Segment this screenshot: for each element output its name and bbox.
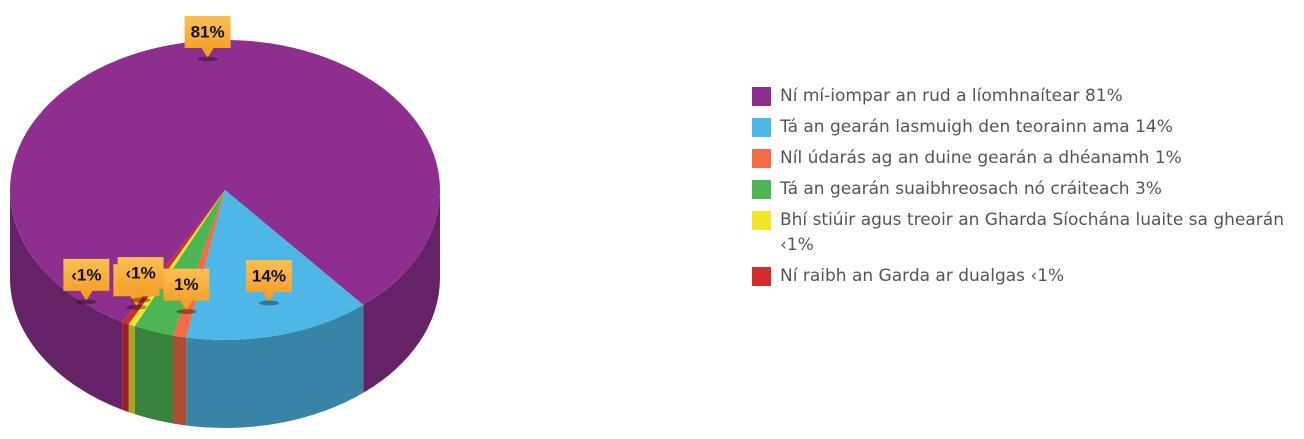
slice-side [9,190,123,410]
callout-box [245,260,292,303]
legend-text: Níl údarás ag an duine gearán a dhéanamh… [780,146,1304,171]
slice-side [128,324,135,415]
pie-tops [10,40,441,341]
legend-value: 81% [1084,86,1123,106]
legend-swatch [752,87,771,106]
callout-shadow [176,309,197,315]
legend-text: Ní raibh an Garda ar dualgas ‹1% [780,264,1304,289]
data-label: 14% [252,267,286,286]
legend-item: Tá an gearán suaibhreosach nó cráiteach … [752,177,1304,202]
legend-swatch [752,267,771,286]
legend-label: Tá an gearán lasmuigh den teorainn ama [780,117,1130,137]
callout-shadow [258,300,279,306]
legend-item: Bhí stiúir agus treoir an Gharda Síochán… [752,208,1304,258]
slice [134,190,225,336]
legend: Ní mí-iompar an rud a líomhnaítear 81% Tá… [752,84,1304,295]
callout-box [117,257,164,300]
pie-sides [9,190,440,429]
legend-item: Ní raibh an Garda ar dualgas ‹1% [752,264,1304,289]
legend-label: Ní mí-iompar an rud a líomhnaítear [780,86,1080,106]
slice-side [134,326,173,424]
callout-box [184,16,231,58]
legend-text: Tá an gearán suaibhreosach nó cráiteach … [780,177,1304,202]
legend-text: Tá an gearán lasmuigh den teorainn ama 1… [780,115,1304,140]
callouts: 81%14%1%3%‹1%‹1% [63,16,292,315]
data-label: 1% [174,275,199,294]
legend-swatch [752,180,771,199]
legend-item: Ní mí-iompar an rud a líomhnaítear 81% [752,84,1304,109]
legend-item: Tá an gearán lasmuigh den teorainn ama 1… [752,115,1304,140]
callout-shadow [76,299,97,305]
legend-item: Níl údarás ag an duine gearán a dhéanamh… [752,146,1304,171]
legend-value: 3% [1134,179,1162,199]
legend-label: Bhí stiúir agus treoir an Gharda Síochán… [780,210,1284,230]
callout-shadow [130,297,151,303]
data-label: ‹1% [71,265,101,284]
slice-side [172,335,187,426]
legend-label: Ní raibh an Garda ar dualgas [780,266,1026,286]
callout-box [163,268,210,311]
legend-value: ‹1% [780,235,814,255]
slice-side [186,304,364,429]
data-label: ‹1% [125,264,155,283]
callout-shadow [197,56,218,62]
slice [10,40,441,322]
slice-side [122,321,129,413]
legend-text: Ní mí-iompar an rud a líomhnaítear 81% [780,84,1304,109]
legend-swatch [752,149,771,168]
legend-value: ‹1% [1030,266,1065,286]
callout-shadow [126,304,147,310]
pie-chart: 81%14%1%3%‹1%‹1% [9,16,441,429]
legend-swatch [752,211,771,230]
legend-label: Níl údarás ag an duine gearán a dhéanamh [780,148,1150,168]
callout-box [63,258,110,301]
data-label: 81% [191,22,225,41]
legend-label: Tá an gearán suaibhreosach nó cráiteach [780,179,1130,199]
legend-swatch [752,118,771,137]
slice-side [363,190,440,393]
legend-value: 14% [1135,117,1173,137]
legend-text: Bhí stiúir agus treoir an Gharda Síochán… [780,208,1304,258]
legend-value: 1% [1154,148,1182,168]
